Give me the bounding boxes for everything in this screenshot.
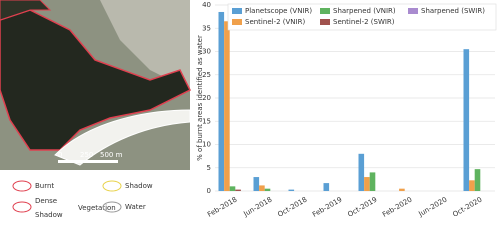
x-tick-label: Oct-2019 [346, 196, 378, 219]
y-tick-label: 0 [207, 187, 211, 195]
legend-swatch [232, 8, 242, 14]
bar [224, 21, 230, 192]
x-tick-label: Jun-2018 [242, 196, 274, 219]
scale-label: 0 [58, 151, 62, 159]
legend-label: Burnt [35, 182, 54, 190]
legend-label: Sharpened (SWIR) [421, 7, 485, 15]
y-tick-label: 15 [202, 117, 211, 125]
figure: 0 250 500 m Burnt Dense Vegetation Shado… [0, 0, 497, 219]
bar [369, 172, 376, 191]
legend-swatch [320, 8, 330, 14]
y-tick-label: 40 [202, 1, 211, 9]
y-tick-label: 35 [202, 24, 211, 32]
y-tick-label: 25 [202, 71, 211, 79]
y-tick-label: 10 [202, 141, 211, 149]
legend-label: Sharpened (VNIR) [333, 7, 396, 15]
bar [364, 177, 370, 191]
scale-label: 500 m [100, 151, 123, 159]
legend-swatch [408, 8, 418, 14]
water-body [54, 109, 191, 166]
bar [253, 177, 260, 191]
x-tick-label: Jun-2020 [417, 196, 449, 219]
x-tick-label: Oct-2018 [276, 196, 308, 219]
y-tick-label: 20 [202, 94, 211, 102]
legend-icon [102, 180, 122, 192]
legend-icon [12, 201, 32, 213]
legend-label: Water [125, 203, 146, 211]
bar [463, 49, 470, 191]
bar [264, 188, 271, 191]
legend-label: Dense [35, 197, 57, 205]
burnt-area-small [0, 0, 52, 21]
scale-label: 250 [80, 151, 93, 159]
legend-label: Sentinel-2 (SWIR) [333, 18, 395, 26]
bar [218, 11, 225, 191]
legend-swatch [320, 19, 330, 25]
bare-slope [100, 0, 190, 90]
bar [229, 186, 236, 191]
bar [358, 153, 365, 191]
legend-label: Shadow [125, 182, 153, 190]
x-tick-label: Feb-2019 [311, 196, 343, 219]
bar [288, 189, 295, 191]
y-tick-label: 30 [202, 48, 211, 56]
burnt-area [0, 9, 192, 151]
legend-label: Sentinel-2 (VNIR) [245, 18, 305, 26]
bar [474, 169, 481, 191]
map-legend: Burnt Dense Vegetation Shadow Shadow Wat… [12, 180, 153, 219]
x-tick-label: Feb-2020 [381, 196, 413, 219]
legend-label: Vegetation [78, 204, 116, 212]
legend-box [227, 3, 497, 31]
satellite-image: 0 250 500 m [0, 0, 192, 170]
legend-icon [12, 180, 32, 192]
bar [399, 188, 405, 191]
legend-icon [102, 201, 122, 213]
bar [323, 183, 330, 191]
scale-bar [58, 160, 118, 163]
y-axis-label: % of burnt areas identified as water [196, 35, 204, 161]
legend-swatch [232, 19, 242, 25]
bar [469, 180, 475, 191]
bar [235, 189, 241, 191]
legend-label: Planetscope (VNIR) [245, 7, 312, 15]
x-tick-label: Oct-2020 [451, 196, 483, 219]
bar [259, 185, 265, 191]
y-tick-label: 5 [207, 164, 211, 172]
x-tick-label: Feb-2018 [206, 196, 238, 219]
legend-label: Shadow [35, 211, 63, 219]
